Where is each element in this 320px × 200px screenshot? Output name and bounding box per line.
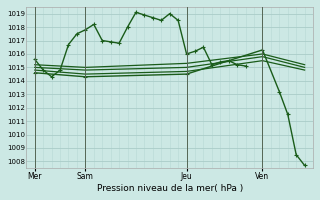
X-axis label: Pression niveau de la mer( hPa ): Pression niveau de la mer( hPa ) [97, 184, 243, 193]
